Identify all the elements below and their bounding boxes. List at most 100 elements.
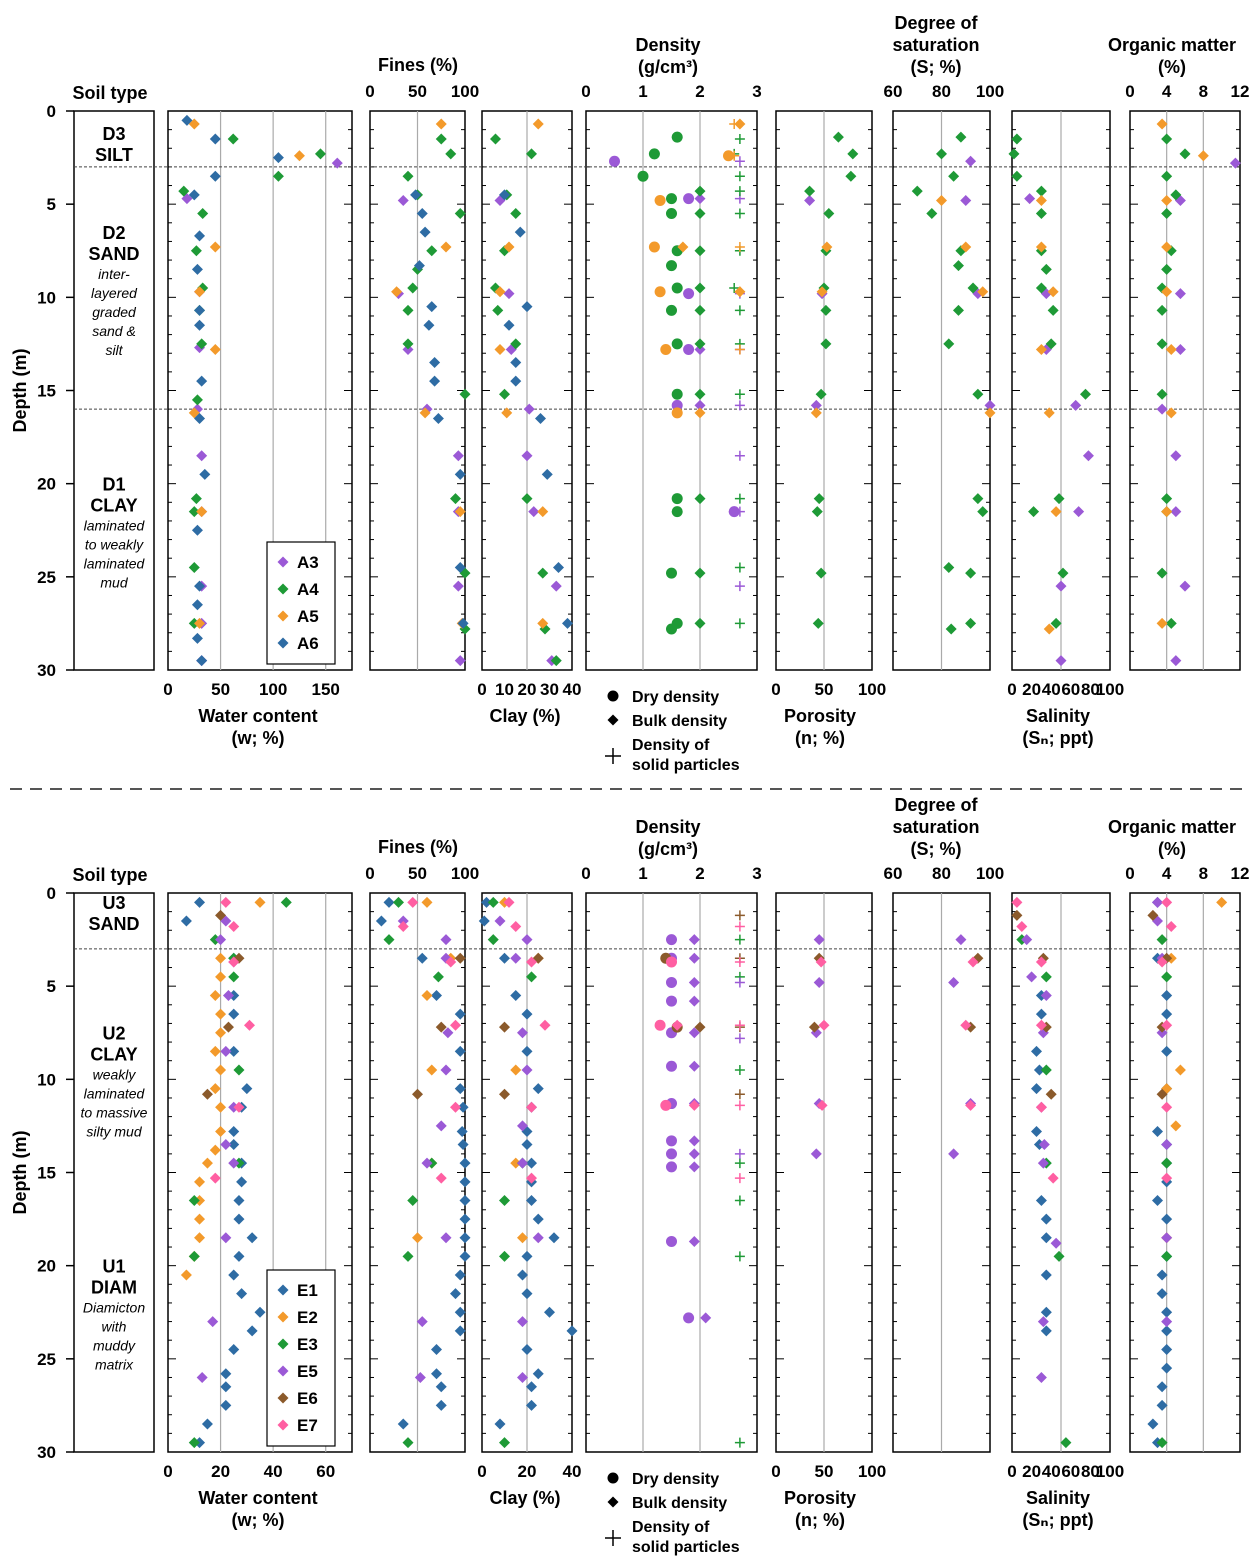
organic-point-A5 (1161, 194, 1173, 206)
water-point-E1 (220, 1381, 232, 1393)
water-point-E5 (207, 1316, 219, 1328)
unit-name: SAND (88, 244, 139, 264)
saturation-tick-label: 80 (932, 864, 951, 883)
water-point-E2 (215, 1008, 227, 1020)
depth-tick-label: 15 (37, 382, 56, 401)
clay-point-A6 (510, 357, 522, 369)
clay-point-E1 (521, 1045, 533, 1057)
water-point-E2 (215, 1027, 227, 1039)
dry-density-point-E5 (666, 995, 677, 1007)
salinity-point-A5 (1047, 286, 1059, 298)
salinity-tick-label: 80 (1081, 1462, 1100, 1481)
porosity-point-A4 (811, 506, 823, 518)
legend-label-E7: E7 (297, 1416, 318, 1435)
clay-point-E1 (521, 1250, 533, 1262)
bulk-density-point-E5 (688, 934, 700, 946)
fines-point-E5 (397, 915, 409, 927)
fines-point-A6 (419, 226, 431, 238)
fines-point-A3 (402, 344, 414, 356)
fines-point-E5 (421, 1157, 433, 1169)
clay-point-E7 (510, 921, 522, 933)
bulk-density-point-A5 (694, 407, 706, 419)
fines-point-E1 (450, 1288, 461, 1300)
salinity-point-E1 (1040, 1232, 1052, 1244)
clay-point-E5 (517, 1371, 528, 1383)
salinity-tick-label: 40 (1042, 680, 1061, 699)
fines-point-E7 (397, 921, 409, 933)
unit-description: inter- (98, 266, 130, 282)
water-point-E2 (194, 1213, 206, 1225)
organic-point-A3 (1229, 157, 1241, 169)
dry-density-legend-marker (607, 1472, 619, 1484)
fines-point-A5 (454, 506, 466, 518)
fines-point-E6 (435, 1021, 447, 1033)
water-point-A6 (209, 133, 221, 145)
porosity-point-A4 (815, 388, 827, 400)
solid-density-point-A3 (734, 400, 745, 411)
clay-point-A5 (537, 617, 549, 629)
solid-density-point-E6 (734, 1089, 745, 1100)
dry-density-point-A4 (671, 506, 683, 518)
fines-point-E1 (459, 1232, 471, 1244)
organic-point-E1 (1161, 1008, 1173, 1020)
salinity-point-E1 (1035, 1008, 1047, 1020)
water-point-E2 (215, 1126, 227, 1138)
organic-point-E1 (1161, 1344, 1173, 1356)
salinity-units: (Sₙ; ppt) (1022, 728, 1093, 748)
bulk-density-point-A4 (694, 617, 706, 629)
fines-tick-label: 0 (365, 82, 374, 101)
organic-point-A4 (1156, 338, 1168, 350)
salinity-point-A5 (1043, 623, 1055, 635)
unit-code: D3 (102, 124, 125, 144)
saturation-tick-label: 60 (884, 864, 903, 883)
solid-density-point-A3 (734, 581, 745, 592)
water-point-E2 (209, 1083, 221, 1095)
solid-density-legend-label: solid particles (632, 757, 740, 774)
porosity-point-A4 (815, 567, 827, 579)
saturation-title: saturation (892, 817, 979, 837)
unit-name: CLAY (90, 1044, 137, 1064)
water-point-A5 (209, 241, 221, 253)
porosity-point-A5 (821, 241, 833, 253)
saturation-point-A4 (972, 493, 984, 505)
dry-density-point-A4 (666, 567, 677, 579)
clay-title: Clay (%) (489, 706, 560, 726)
solid-density-point-E3 (734, 934, 745, 945)
salinity-point-A3 (1055, 580, 1067, 592)
salinity-point-E5 (1035, 1371, 1047, 1383)
clay-point-E5 (494, 915, 506, 927)
water-point-E7 (220, 896, 232, 908)
clay-point-A5 (494, 286, 506, 298)
solid-density-point-A4 (734, 305, 745, 316)
dry-density-point-A4 (671, 338, 683, 350)
fines-point-E1 (459, 1157, 471, 1169)
water-point-A3 (331, 157, 343, 169)
bulk-density-point-A4 (694, 304, 706, 316)
organic-tick-label: 0 (1125, 82, 1134, 101)
clay-tick-label: 0 (477, 680, 486, 699)
organic-point-E1 (1161, 1325, 1173, 1337)
fines-point-E1 (459, 1213, 471, 1225)
fines-point-A4 (450, 493, 461, 505)
porosity-units: (n; %) (795, 1510, 845, 1530)
saturation-units: (S; %) (911, 57, 962, 77)
fines-point-A4 (402, 170, 414, 182)
clay-point-A3 (523, 403, 535, 415)
clay-point-E1 (521, 1344, 533, 1356)
fines-point-E5 (416, 1316, 428, 1328)
organic-panel-frame (1129, 892, 1241, 1453)
dry-density-legend-marker (607, 690, 619, 702)
salinity-point-A3 (1024, 193, 1036, 205)
organic-point-A4 (1156, 388, 1168, 400)
fines-tick-label: 0 (365, 864, 374, 883)
salinity-point-E5 (1038, 1139, 1050, 1151)
solid-density-point-A5 (729, 150, 740, 161)
fines-point-A6 (454, 562, 466, 574)
salinity-point-E1 (1040, 1325, 1052, 1337)
solid-density-point-E7 (734, 1100, 745, 1111)
fines-point-E3 (432, 971, 444, 983)
legend-label-E1: E1 (297, 1281, 318, 1300)
porosity-point-A5 (816, 286, 828, 298)
organic-point-E5 (1152, 896, 1163, 908)
salinity-point-E5 (1037, 1316, 1049, 1328)
